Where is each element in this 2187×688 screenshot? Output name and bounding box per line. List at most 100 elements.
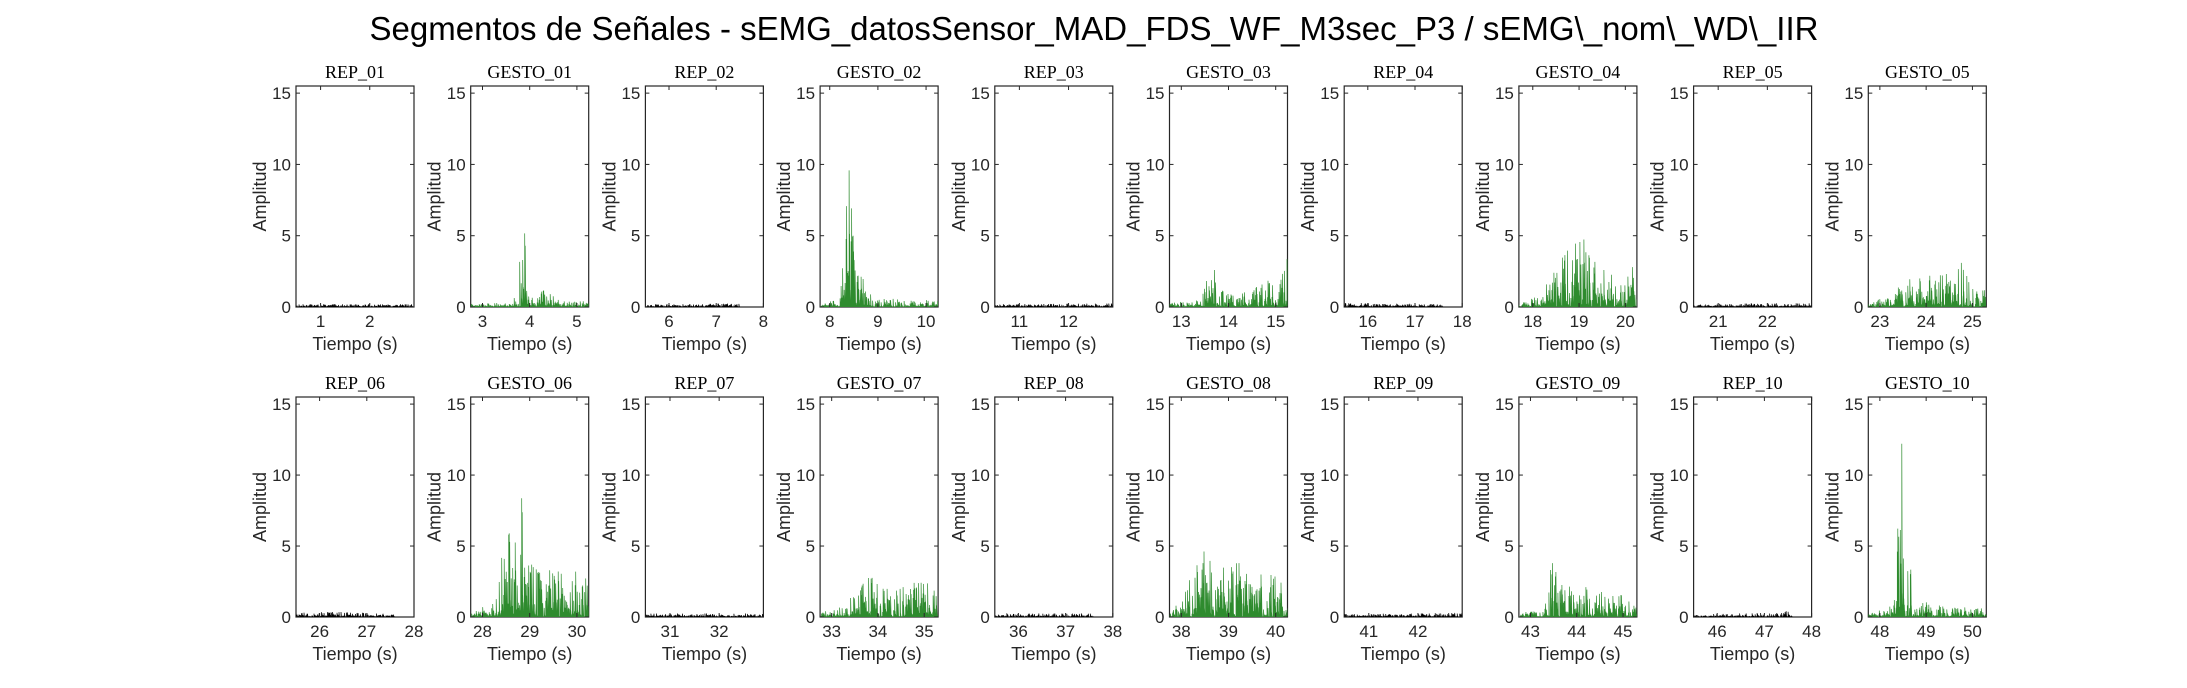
chart-panel: GESTO_07 0 5 10 15 33 34 35 Tiempo (s) Amplitud (774, 373, 939, 664)
y-tick-label: 5 (631, 537, 640, 556)
y-tick-label: 15 (1320, 84, 1339, 103)
x-tick-label: 9 (873, 312, 882, 331)
y-tick-label: 0 (1854, 298, 1863, 317)
y-tick-label: 15 (971, 395, 990, 414)
x-tick-label: 39 (1219, 622, 1238, 641)
y-tick-label: 10 (447, 155, 466, 174)
x-axis-label: Tiempo (s) (1535, 644, 1620, 664)
axes-box (1692, 85, 1813, 308)
x-tick-label: 26 (310, 622, 329, 641)
signal-trace (1518, 239, 1637, 307)
y-tick-label: 5 (1330, 227, 1339, 246)
x-tick-label: 15 (1266, 312, 1285, 331)
y-tick-label: 0 (456, 608, 465, 627)
y-axis-label: Amplitud (425, 161, 445, 231)
x-tick-label: 8 (825, 312, 834, 331)
y-tick-label: 10 (1844, 466, 1863, 485)
y-tick-label: 15 (796, 395, 815, 414)
signal-trace (645, 613, 764, 617)
y-tick-label: 0 (1330, 608, 1339, 627)
x-tick-label: 4 (525, 312, 534, 331)
x-tick-label: 43 (1521, 622, 1540, 641)
x-axis-label: Tiempo (s) (487, 334, 572, 354)
y-axis-label: Amplitud (949, 472, 969, 542)
x-tick-label: 34 (868, 622, 887, 641)
y-tick-label: 0 (1504, 608, 1513, 627)
x-axis-label: Tiempo (s) (1011, 644, 1096, 664)
x-tick-label: 13 (1172, 312, 1191, 331)
panel-title: REP_04 (1373, 62, 1433, 82)
x-axis-label: Tiempo (s) (1186, 334, 1271, 354)
y-tick-label: 5 (1679, 537, 1688, 556)
x-tick-label: 36 (1009, 622, 1028, 641)
axes-box (470, 396, 590, 618)
y-tick-label: 10 (1320, 466, 1339, 485)
signal-trace (645, 303, 740, 307)
panel-title: REP_03 (1024, 62, 1084, 82)
y-tick-label: 5 (1155, 537, 1164, 556)
panel-title: REP_08 (1024, 373, 1084, 393)
x-tick-label: 33 (822, 622, 841, 641)
x-tick-label: 32 (710, 622, 729, 641)
y-tick-label: 10 (272, 466, 291, 485)
y-axis-label: Amplitud (1822, 472, 1842, 542)
x-tick-label: 46 (1708, 622, 1727, 641)
panel-title: GESTO_06 (487, 373, 572, 393)
y-tick-label: 10 (1670, 466, 1689, 485)
x-tick-label: 37 (1056, 622, 1075, 641)
y-axis-label: Amplitud (1473, 161, 1493, 231)
axes-box (644, 85, 765, 308)
x-axis-label: Tiempo (s) (662, 644, 747, 664)
y-tick-label: 0 (631, 298, 640, 317)
x-tick-label: 5 (572, 312, 581, 331)
y-axis-label: Amplitud (774, 161, 794, 231)
y-tick-label: 15 (971, 84, 990, 103)
signal-trace (820, 170, 939, 307)
y-tick-label: 15 (1844, 395, 1863, 414)
panel-title: GESTO_07 (837, 373, 922, 393)
x-tick-label: 18 (1453, 312, 1472, 331)
y-tick-label: 15 (1844, 84, 1863, 103)
axes-box (1692, 396, 1813, 618)
signal-trace (1344, 303, 1444, 307)
x-tick-label: 23 (1870, 312, 1889, 331)
x-axis-label: Tiempo (s) (312, 334, 397, 354)
x-tick-label: 35 (915, 622, 934, 641)
x-tick-label: 38 (1103, 622, 1122, 641)
figure-title: Segmentos de Señales - sEMG_datosSensor_… (370, 10, 1819, 47)
axes-box (295, 396, 415, 618)
y-axis-label: Amplitud (1473, 472, 1493, 542)
y-tick-label: 15 (447, 84, 466, 103)
chart-panel: GESTO_06 0 5 10 15 28 29 30 Tiempo (s) Amplitud (425, 373, 590, 664)
chart-panel: REP_05 0 5 10 15 21 22 Tiempo (s) Amplitud (1648, 62, 1813, 354)
y-axis-label: Amplitud (599, 472, 619, 542)
y-tick-label: 15 (621, 84, 640, 103)
axes-box (1867, 85, 1987, 308)
x-tick-label: 8 (759, 312, 768, 331)
y-tick-label: 0 (1155, 298, 1164, 317)
panel-title: GESTO_02 (837, 62, 922, 82)
signal-trace (1169, 259, 1288, 307)
x-axis-label: Tiempo (s) (1186, 644, 1271, 664)
x-axis-label: Tiempo (s) (1710, 334, 1795, 354)
y-tick-label: 5 (456, 537, 465, 556)
y-tick-label: 0 (282, 608, 291, 627)
x-axis-label: Tiempo (s) (1885, 334, 1970, 354)
y-tick-label: 15 (1495, 395, 1514, 414)
y-tick-label: 15 (621, 395, 640, 414)
panel-title: REP_02 (674, 62, 734, 82)
x-axis-label: Tiempo (s) (312, 644, 397, 664)
signal-trace (994, 613, 1095, 617)
x-tick-label: 2 (365, 312, 374, 331)
y-tick-label: 5 (1504, 537, 1513, 556)
x-axis-label: Tiempo (s) (836, 644, 921, 664)
y-tick-label: 10 (1670, 155, 1689, 174)
panel-title: REP_06 (325, 373, 385, 393)
y-tick-label: 0 (456, 298, 465, 317)
chart-panel: REP_01 0 5 10 15 1 2 Tiempo (s) Amplitud (250, 62, 415, 354)
y-axis-label: Amplitud (1298, 472, 1318, 542)
y-tick-label: 5 (1330, 537, 1339, 556)
x-axis-label: Tiempo (s) (1885, 644, 1970, 664)
